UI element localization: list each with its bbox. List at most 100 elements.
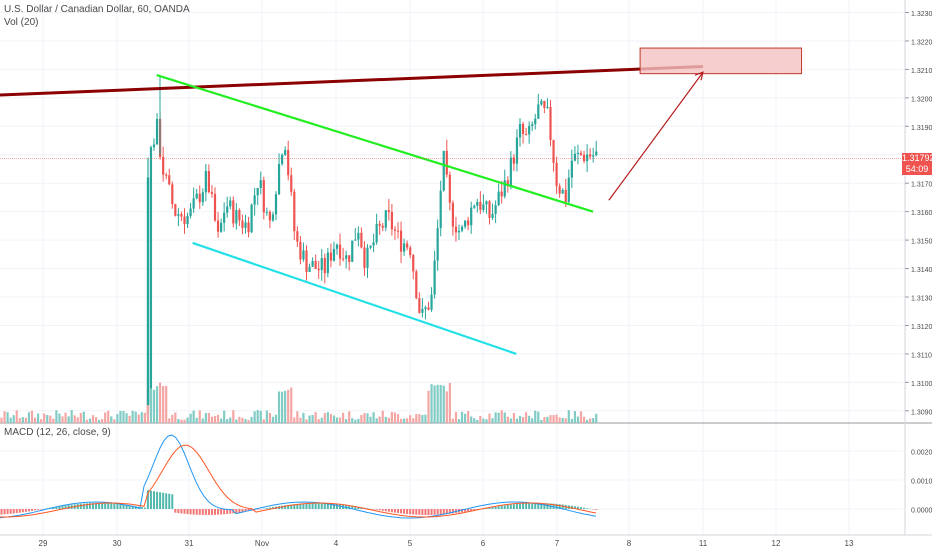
candle-body <box>439 190 442 229</box>
volume-bar <box>381 410 384 423</box>
candle-body <box>348 255 351 262</box>
candle-body <box>534 118 537 125</box>
candle-body <box>427 307 430 310</box>
macd-histogram-bar <box>217 509 220 515</box>
macd-histogram-bar <box>589 508 592 510</box>
macd-histogram-bar <box>534 503 537 509</box>
macd-histogram-bar <box>525 503 528 509</box>
candle-body <box>189 208 192 216</box>
volume-bar <box>18 418 21 423</box>
macd-histogram-bar <box>390 509 393 513</box>
candle-body <box>540 100 543 105</box>
volume-bar <box>168 418 171 423</box>
candle-body <box>442 150 445 191</box>
volume-bar <box>88 418 92 423</box>
candle-body <box>204 171 207 193</box>
candle-body <box>229 200 232 207</box>
macd-histogram-bar <box>159 492 162 509</box>
candle-body <box>403 243 406 252</box>
volume-bar <box>582 416 586 423</box>
volume-bar <box>213 416 217 423</box>
candle-body <box>351 240 354 262</box>
macd-line <box>0 434 597 519</box>
macd-histogram-bar <box>131 505 134 509</box>
volume-bar <box>201 418 204 423</box>
candle-body <box>482 204 485 210</box>
candle-body <box>531 124 534 126</box>
volume-bar <box>555 414 558 423</box>
candle-body <box>354 239 357 241</box>
time-tick-label: 6 <box>481 539 486 548</box>
volume-bar <box>317 419 320 423</box>
volume-bar <box>33 417 37 423</box>
volume-bar <box>338 417 342 423</box>
macd-histogram-bar <box>238 509 241 513</box>
candle-body <box>155 118 159 145</box>
candle-body <box>552 140 555 163</box>
macd-histogram-bar <box>497 506 500 509</box>
macd-histogram-bar <box>110 503 113 509</box>
volume-bar <box>27 412 31 423</box>
candle-body <box>546 106 549 108</box>
macd-histogram-bar <box>491 507 494 509</box>
macd-histogram-bar <box>37 509 40 510</box>
volume-bar <box>70 410 73 423</box>
candle-body <box>274 194 278 215</box>
candle-body <box>256 187 259 196</box>
macd-histogram-bar <box>122 504 125 509</box>
price-tick-label: 1.32000 <box>911 96 932 103</box>
volume-bar <box>485 419 488 423</box>
candle-body <box>576 152 580 154</box>
macd-histogram-bar <box>351 505 354 509</box>
macd-histogram-bar <box>528 503 531 509</box>
candle-body <box>555 162 558 187</box>
volume-bar <box>116 413 119 423</box>
volume-bar <box>464 413 467 423</box>
macd-histogram-bar <box>24 509 27 512</box>
volume-bar <box>37 413 40 423</box>
volume-bar <box>128 415 131 423</box>
volume-bar <box>570 418 573 423</box>
candle-body <box>479 201 482 210</box>
macd-histogram-bar <box>293 504 296 509</box>
volume-bar <box>399 418 403 423</box>
macd-histogram-bar <box>519 503 521 509</box>
macd-histogram-bar <box>439 509 442 515</box>
projection-arrow-line <box>608 71 704 201</box>
candle-body <box>521 123 525 134</box>
macd-histogram-bar <box>64 505 67 509</box>
price-tick-label: 1.31000 <box>911 381 932 388</box>
volume-bar <box>55 410 58 423</box>
macd-histogram-bar <box>15 509 18 514</box>
candle-body <box>366 247 369 268</box>
candle-body <box>570 160 573 178</box>
macd-histogram-bar <box>522 503 525 509</box>
macd-histogram-bar <box>573 506 576 509</box>
candle-body <box>335 244 339 249</box>
candle-body <box>457 230 461 233</box>
volume-bar <box>409 415 412 423</box>
macd-histogram-bar <box>305 503 308 509</box>
candle-body <box>543 100 546 108</box>
candle-body <box>271 214 275 221</box>
volume-bar <box>149 388 153 423</box>
macd-histogram-bar <box>143 507 146 509</box>
volume-bar <box>125 413 128 423</box>
candle-body <box>375 223 378 243</box>
macd-histogram-bar <box>210 509 213 515</box>
volume-bar <box>104 412 107 423</box>
volume-bar <box>247 419 250 423</box>
volume-bar <box>64 412 67 423</box>
macd-histogram-bar <box>461 509 464 513</box>
volume-bar <box>174 412 177 423</box>
volume-bar <box>375 418 378 423</box>
candle-body <box>387 210 390 213</box>
macd-histogram-bar <box>125 504 128 509</box>
volume-bar <box>396 414 400 423</box>
volume-bar <box>293 417 296 423</box>
macd-histogram-bar <box>146 490 149 509</box>
